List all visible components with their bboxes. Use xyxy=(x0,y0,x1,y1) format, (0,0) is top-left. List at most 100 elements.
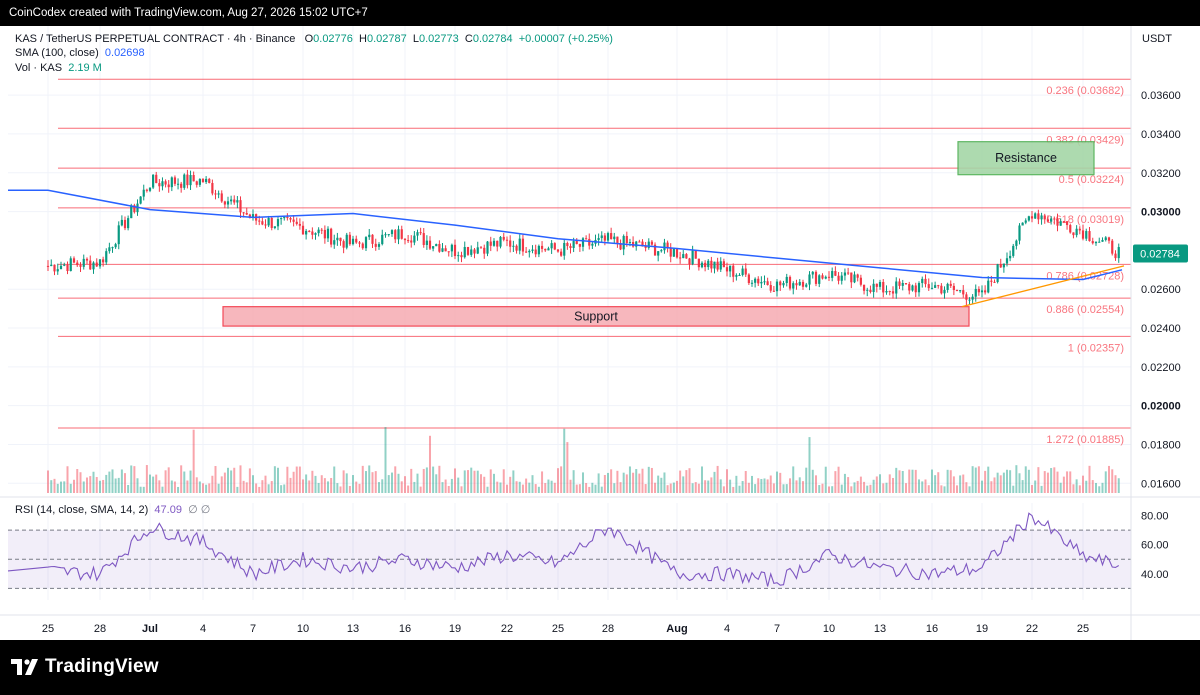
low-value: 0.02773 xyxy=(419,33,459,45)
candle-body xyxy=(214,193,217,195)
volume-bar xyxy=(314,475,317,493)
candle-body xyxy=(270,217,273,228)
candle-body xyxy=(208,178,211,183)
volume-bar xyxy=(676,480,678,493)
volume-bar xyxy=(202,483,204,493)
volume-bar xyxy=(999,475,1002,493)
chart-svg[interactable]: 0.236 (0.03682)0.382 (0.03429)0.5 (0.032… xyxy=(0,26,1200,640)
volume-bar xyxy=(632,472,635,493)
candle-body xyxy=(550,243,553,249)
volume-bar xyxy=(751,475,753,493)
plot-background xyxy=(8,66,1131,493)
volume-bar xyxy=(866,485,869,493)
volume-bar xyxy=(666,485,669,493)
volume-bar xyxy=(317,482,320,493)
candle-body xyxy=(56,269,59,272)
candle-body xyxy=(496,240,499,247)
candle-body xyxy=(211,182,214,194)
x-tick-label: 10 xyxy=(823,623,835,635)
candle-body xyxy=(1034,213,1037,219)
candle-body xyxy=(1056,218,1059,226)
candle-body xyxy=(904,283,908,285)
candle-body xyxy=(111,247,114,249)
volume-bar xyxy=(895,467,898,493)
volume-bar xyxy=(136,478,139,493)
volume-bar xyxy=(1050,468,1053,493)
volume-bar xyxy=(1053,467,1056,493)
candle-body xyxy=(769,285,772,291)
candle-body xyxy=(98,259,102,267)
candle-body xyxy=(895,281,898,294)
sma-line xyxy=(8,189,1123,281)
candle-body xyxy=(261,221,264,225)
change-value: +0.00007 (+0.25%) xyxy=(518,33,613,45)
volume-bar xyxy=(152,476,155,493)
volume-bar xyxy=(968,486,971,493)
symbol-label: KAS / TetherUS PERPETUAL CONTRACT · 4h ·… xyxy=(15,33,296,45)
volume-bar xyxy=(355,481,358,493)
candle-body xyxy=(566,242,569,247)
tradingview-logo[interactable]: TradingView xyxy=(11,656,159,678)
volume-bar xyxy=(856,480,859,493)
volume-bar xyxy=(133,466,136,493)
volume-bar xyxy=(1091,480,1094,493)
candle-body xyxy=(63,264,66,266)
candle-body xyxy=(400,229,403,239)
volume-bar xyxy=(879,474,881,493)
candles xyxy=(46,169,1120,306)
candle-body xyxy=(1088,231,1091,242)
fib-level-label: 1.272 (0.01885) xyxy=(1046,434,1124,446)
candle-body xyxy=(682,254,685,259)
volume-bar xyxy=(407,485,410,493)
volume-bar xyxy=(521,484,524,493)
volume-bar xyxy=(342,470,345,493)
volume-bar xyxy=(99,480,101,493)
chart-area[interactable]: 0.236 (0.03682) 0.382 (0.03429) 0.5 (0.032… xyxy=(0,26,1200,640)
candle-body xyxy=(1101,239,1104,242)
candle-body xyxy=(547,248,550,251)
volume-bar xyxy=(60,481,62,493)
candle-body xyxy=(145,189,148,191)
candle-body xyxy=(788,276,792,289)
volume-bar xyxy=(220,476,223,493)
volume-bar xyxy=(454,468,456,493)
candle-body xyxy=(766,281,769,286)
volume-bar xyxy=(82,481,85,493)
candle-body xyxy=(1069,225,1072,233)
candle-body xyxy=(1050,218,1053,222)
candle-body xyxy=(898,281,901,286)
volume-bar xyxy=(261,480,264,493)
candle-body xyxy=(901,283,904,286)
candle-body xyxy=(280,218,283,220)
candle-body xyxy=(578,243,581,247)
candle-body xyxy=(606,233,610,241)
volume-bar xyxy=(480,474,482,493)
vol-value: 2.19 M xyxy=(68,62,102,74)
volume-bar xyxy=(785,484,788,493)
open-value: 0.02776 xyxy=(313,33,353,45)
volume-bar xyxy=(245,482,248,493)
volume-bar xyxy=(120,469,123,493)
volume-bar xyxy=(544,483,547,493)
tradingview-logo-icon xyxy=(11,659,38,675)
candle-body xyxy=(205,178,208,183)
candle-body xyxy=(688,258,691,265)
candle-body xyxy=(326,228,330,239)
candle-body xyxy=(470,249,473,255)
x-tick-label: 22 xyxy=(1026,623,1038,635)
close-value: 0.02784 xyxy=(472,33,513,45)
volume-bar xyxy=(735,475,738,493)
candle-body xyxy=(377,244,381,247)
candle-body xyxy=(226,201,230,205)
candle-body xyxy=(499,236,502,247)
volume-bar xyxy=(914,469,917,493)
volume-bar xyxy=(1072,484,1075,493)
candle-body xyxy=(869,289,872,292)
volume-bar xyxy=(553,482,556,493)
candle-body xyxy=(1107,237,1111,241)
candle-body xyxy=(779,281,782,286)
volume-bar xyxy=(644,484,647,493)
candle-body xyxy=(1081,230,1085,239)
candle-body xyxy=(798,281,801,286)
volume-bar xyxy=(869,484,872,493)
